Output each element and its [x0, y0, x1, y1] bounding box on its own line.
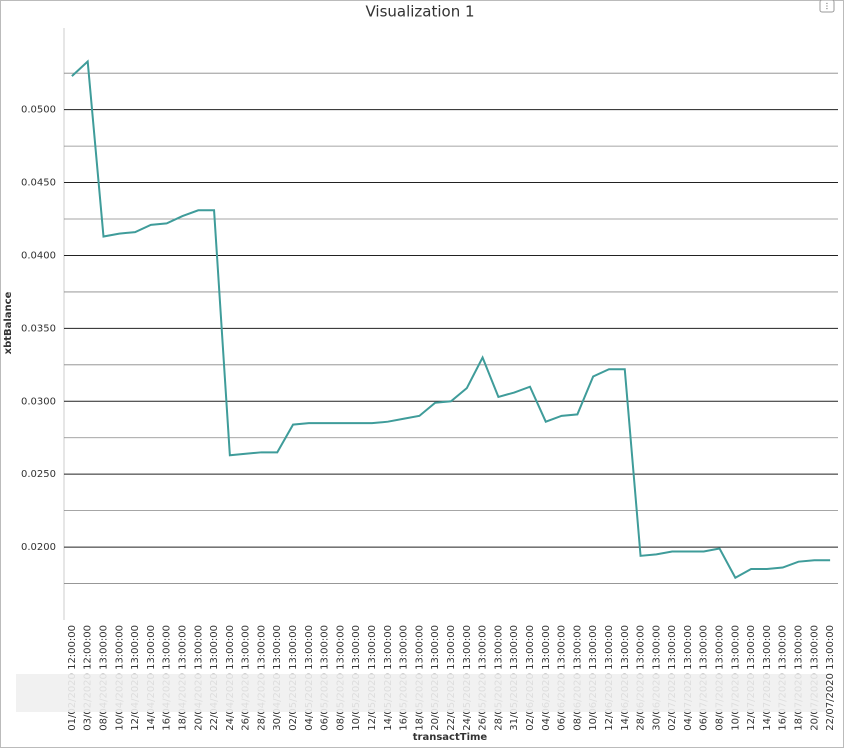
y-tick-label: 0.0450	[21, 178, 56, 189]
data-line	[71, 59, 831, 580]
y-tick-label: 0.0500	[21, 105, 56, 116]
y-tick-label: 0.0350	[21, 323, 56, 334]
chart-title: Visualization 1	[365, 3, 474, 21]
y-tick-label: 0.0400	[21, 250, 56, 261]
x-axis-title: transactTime	[413, 732, 488, 743]
y-tick-label: 0.0300	[21, 396, 56, 407]
y-tick-label: 0.0200	[21, 542, 56, 553]
y-tick-label: 0.0250	[21, 469, 56, 480]
x-tick-label: 22/07/2020 13:00:00	[825, 625, 836, 731]
menu-dots[interactable]: ⋮	[823, 2, 831, 11]
menu-icon[interactable]	[819, 0, 835, 13]
y-axis-title: xbtBalance	[3, 291, 14, 354]
overlay	[16, 674, 826, 712]
